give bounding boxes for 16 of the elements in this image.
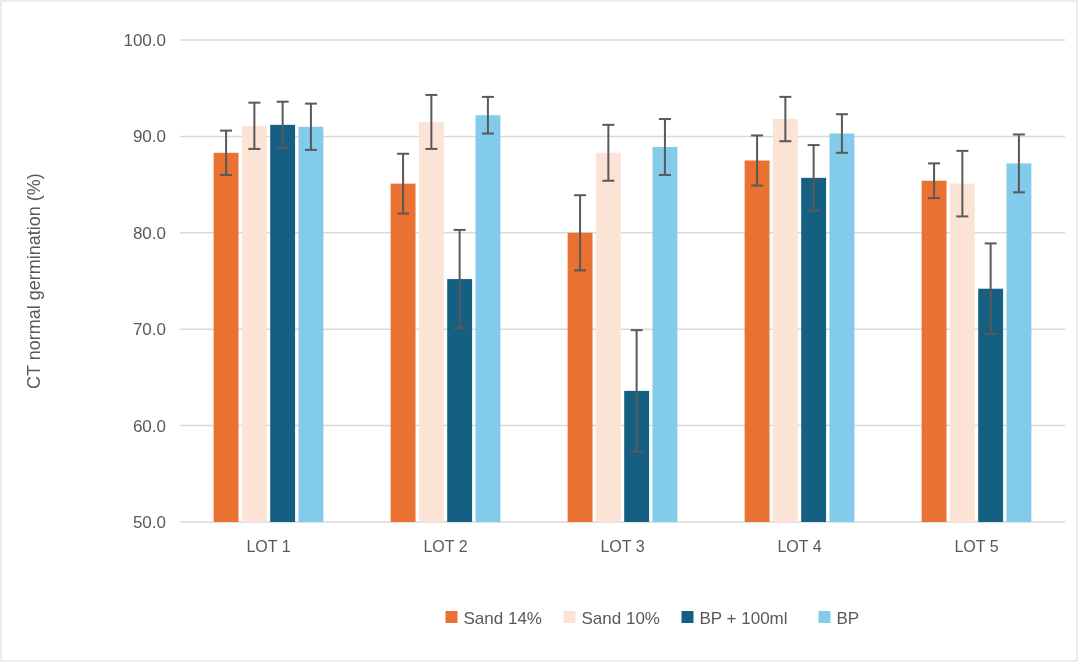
y-axis-title: CT normal germination (%) xyxy=(24,173,44,389)
y-tick-label: 100.0 xyxy=(123,30,166,50)
y-tick-label: 50.0 xyxy=(132,512,166,532)
legend-label: Sand 10% xyxy=(581,608,660,628)
x-tick-label: LOT 5 xyxy=(954,538,999,555)
legend-label: BP xyxy=(836,608,860,628)
x-tick-label: LOT 1 xyxy=(246,538,291,555)
legend-label: BP + 100ml xyxy=(699,608,788,628)
y-tick-label: 70.0 xyxy=(132,320,166,340)
y-tick-label: 80.0 xyxy=(132,223,166,243)
legend-label: Sand 14% xyxy=(463,608,542,628)
y-tick-label: 60.0 xyxy=(132,416,166,436)
x-tick-label: LOT 2 xyxy=(423,538,468,555)
y-tick-label: 90.0 xyxy=(132,127,166,147)
x-tick-label: LOT 4 xyxy=(777,538,822,555)
x-tick-label: LOT 3 xyxy=(600,538,645,555)
